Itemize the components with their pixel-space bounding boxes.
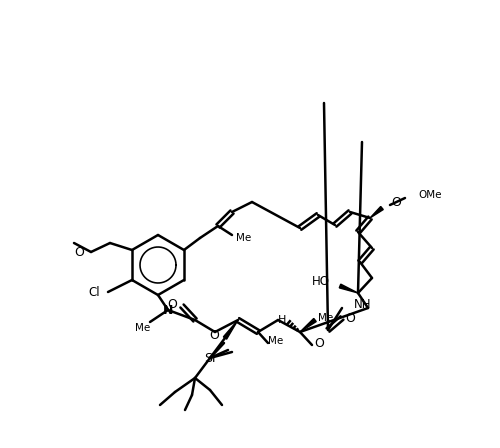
Text: HO: HO <box>312 275 330 288</box>
Text: Me: Me <box>136 323 150 333</box>
Text: N: N <box>163 303 173 316</box>
Text: Me: Me <box>318 313 334 323</box>
Text: Si: Si <box>204 352 216 365</box>
Text: O: O <box>74 246 84 258</box>
Polygon shape <box>224 320 238 339</box>
Text: Me: Me <box>236 233 252 243</box>
Text: O: O <box>209 328 219 341</box>
Text: Cl: Cl <box>88 285 100 298</box>
Text: O: O <box>314 336 324 349</box>
Text: NH: NH <box>354 297 372 310</box>
Text: O: O <box>345 311 355 324</box>
Text: O: O <box>167 297 177 310</box>
Polygon shape <box>300 319 316 332</box>
Text: H: H <box>278 315 286 325</box>
Polygon shape <box>340 284 358 293</box>
Polygon shape <box>370 207 384 218</box>
Text: Me: Me <box>268 336 283 346</box>
Text: O: O <box>391 195 401 208</box>
Text: OMe: OMe <box>418 190 442 200</box>
